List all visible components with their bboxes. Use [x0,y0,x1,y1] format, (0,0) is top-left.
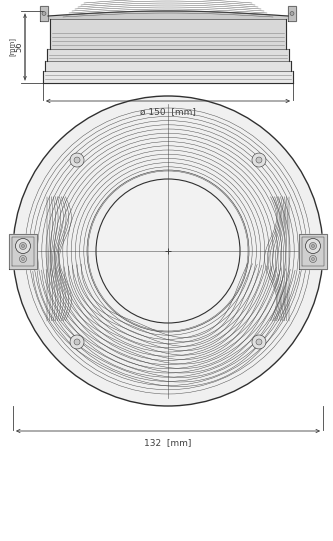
Polygon shape [299,234,327,268]
Text: ø 150  [mm]: ø 150 [mm] [140,107,196,116]
Polygon shape [48,11,288,19]
Ellipse shape [74,339,80,345]
Polygon shape [9,234,37,268]
Ellipse shape [16,239,31,254]
Ellipse shape [309,242,316,249]
Ellipse shape [13,96,323,406]
Ellipse shape [256,157,262,163]
Ellipse shape [70,153,84,167]
Ellipse shape [74,157,80,163]
Polygon shape [45,61,291,71]
Polygon shape [47,49,289,61]
Ellipse shape [252,153,266,167]
Ellipse shape [96,179,240,323]
Ellipse shape [70,335,84,349]
Ellipse shape [20,242,27,249]
Text: [mm]: [mm] [9,37,15,56]
Ellipse shape [20,255,27,262]
Ellipse shape [309,255,316,262]
Ellipse shape [252,335,266,349]
Polygon shape [40,6,48,21]
Ellipse shape [290,11,294,16]
Ellipse shape [256,339,262,345]
Ellipse shape [305,239,320,254]
Ellipse shape [311,245,314,247]
Ellipse shape [311,258,314,261]
Ellipse shape [22,245,25,247]
Ellipse shape [22,258,25,261]
Polygon shape [288,6,296,21]
Polygon shape [43,71,293,83]
Text: 132  [mm]: 132 [mm] [144,438,192,447]
Polygon shape [50,19,286,49]
Ellipse shape [42,11,46,16]
Text: 56: 56 [15,42,24,52]
